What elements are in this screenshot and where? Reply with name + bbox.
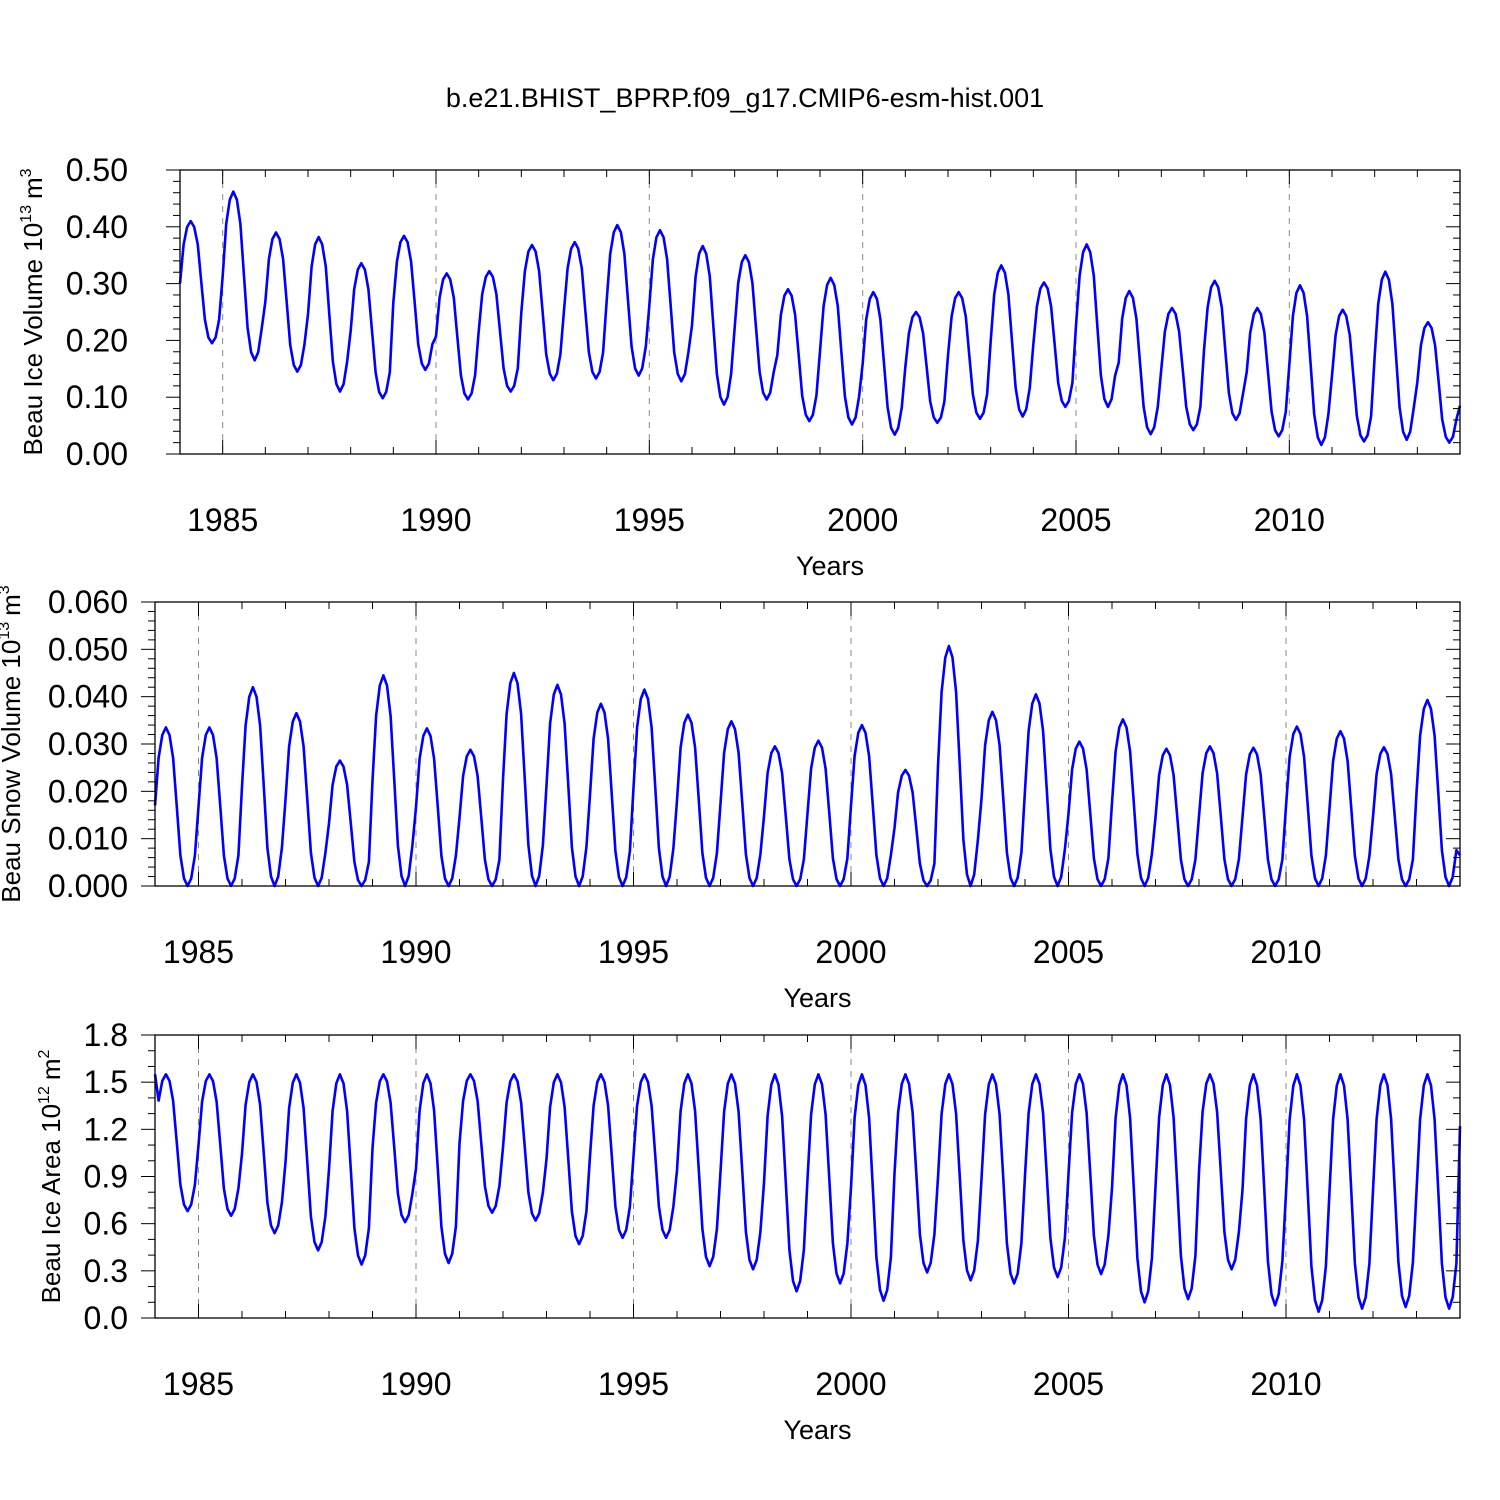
y-axis-label-exp: 13 <box>18 205 35 223</box>
y-axis-label-unit-exp: 2 <box>36 1049 53 1058</box>
panel-ice_area: 0.0 0.3 0.6 0.9 1.2 1.5 1.8 1985 1990 1995 2000 200… <box>36 1017 1462 1445</box>
y-tick-label: 0.020 <box>48 773 128 809</box>
x-axis-label: Years <box>783 983 851 1013</box>
y-tick-label: 0.00 <box>66 436 128 472</box>
x-tick-label: 2000 <box>827 502 898 538</box>
y-tick-label: 0.40 <box>66 209 128 245</box>
y-tick-label: 0.50 <box>66 152 128 188</box>
y-tick-label: 0.6 <box>84 1206 128 1242</box>
y-tick-label: 0.30 <box>66 266 128 302</box>
y-tick-label: 0.050 <box>48 631 128 667</box>
x-tick-label: 1990 <box>380 1366 451 1402</box>
plot-frame <box>154 601 1461 887</box>
x-tick-label: 2005 <box>1033 934 1104 970</box>
plot-frame <box>179 169 1461 455</box>
panels: 0.00 0.10 0.20 0.30 0.40 0.50 1985 1990 1995 2000… <box>0 152 1462 1445</box>
panel-ice_volume: 0.00 0.10 0.20 0.30 0.40 0.50 1985 1990 1995 2000… <box>18 152 1462 581</box>
y-tick-label: 0.040 <box>48 679 128 715</box>
series-line-ice_area <box>153 1073 1462 1313</box>
chart-title: b.e21.BHIST_BPRP.f09_g17.CMIP6-esm-hist.… <box>446 83 1044 113</box>
y-tick-label: 0.9 <box>84 1159 128 1195</box>
x-tick-label: 2010 <box>1250 934 1321 970</box>
x-tick-label: 1995 <box>598 1366 669 1402</box>
x-tick-label: 2005 <box>1040 502 1111 538</box>
y-tick-label: 0.10 <box>66 379 128 415</box>
x-tick-label: 1985 <box>187 502 258 538</box>
y-tick-label: 0.060 <box>48 584 128 620</box>
y-axis-label: Beau Ice Area 1012 m2 <box>36 1049 66 1303</box>
y-axis-label-exp: 13 <box>0 622 13 640</box>
x-tick-label: 1985 <box>163 1366 234 1402</box>
x-tick-label: 2010 <box>1254 502 1325 538</box>
y-axis-label-unit-exp: 3 <box>18 168 35 177</box>
series-line-snow_volume <box>153 644 1462 888</box>
y-axis-label-unit-exp: 3 <box>0 585 13 594</box>
x-axis-label: Years <box>796 551 864 581</box>
x-tick-label: 1995 <box>598 934 669 970</box>
y-axis-label-unit: m <box>0 594 26 616</box>
x-tick-label: 1990 <box>400 502 471 538</box>
y-axis-label-text: Beau Ice Area 10 <box>36 1104 66 1303</box>
x-tick-label: 2000 <box>815 1366 886 1402</box>
y-tick-label: 1.2 <box>84 1111 128 1147</box>
x-tick-label: 2000 <box>815 934 886 970</box>
y-tick-label: 0.20 <box>66 322 128 358</box>
series-line-ice_volume <box>178 190 1462 447</box>
panel-snow_volume: 0.000 0.010 0.020 0.030 0.040 0.050 0.060 1985 1… <box>0 584 1462 1013</box>
x-tick-label: 1985 <box>163 934 234 970</box>
y-axis-label-unit: m <box>36 1058 66 1080</box>
x-tick-label: 2010 <box>1250 1366 1321 1402</box>
y-axis-label-text: Beau Snow Volume 10 <box>0 640 26 903</box>
y-tick-label: 0.3 <box>84 1253 128 1289</box>
y-axis-label-unit: m <box>18 177 48 199</box>
x-tick-label: 1990 <box>380 934 451 970</box>
x-tick-label: 2005 <box>1033 1366 1104 1402</box>
y-tick-label: 0.000 <box>48 868 128 904</box>
y-axis-label: Beau Ice Volume 1013 m3 <box>18 168 48 455</box>
y-tick-label: 1.8 <box>84 1017 128 1053</box>
y-tick-label: 0.030 <box>48 726 128 762</box>
y-tick-label: 1.5 <box>84 1064 128 1100</box>
y-axis-label: Beau Snow Volume 1013 m3 <box>0 585 26 903</box>
y-tick-label: 0.0 <box>84 1300 128 1336</box>
x-tick-label: 1995 <box>614 502 685 538</box>
y-axis-label-text: Beau Ice Volume 10 <box>18 223 48 456</box>
y-axis-label-exp: 12 <box>36 1086 53 1104</box>
y-tick-label: 0.010 <box>48 821 128 857</box>
x-axis-label: Years <box>783 1415 851 1445</box>
